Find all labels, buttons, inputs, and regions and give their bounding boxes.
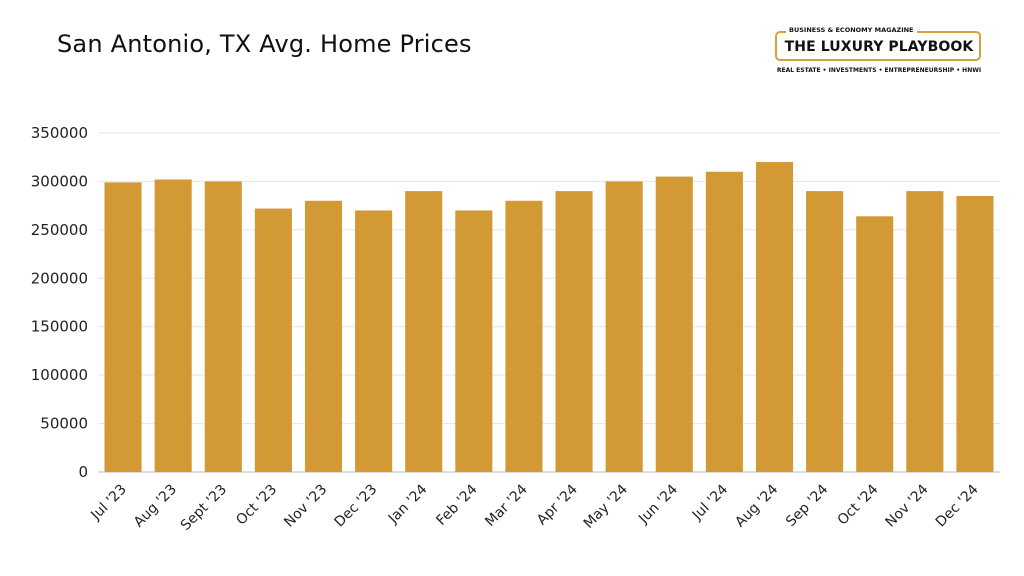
bar: [204, 181, 242, 472]
x-tick-label: Aug '23: [131, 482, 180, 531]
x-tick-label: Feb '24: [433, 481, 480, 528]
x-tick-label: Dec '23: [331, 482, 380, 531]
x-tick-label: Apr '24: [534, 481, 581, 528]
x-tick-label: Oct '23: [233, 482, 280, 529]
x-tick-label: Mar '24: [482, 481, 531, 530]
x-tick-label: Jan '24: [385, 481, 431, 527]
x-tick-label: Jun '24: [635, 481, 681, 527]
y-tick-label: 250000: [31, 221, 88, 239]
y-tick-label: 350000: [31, 124, 88, 142]
x-tick-label: Nov '23: [281, 482, 330, 531]
bar: [154, 179, 192, 472]
y-tick-label: 150000: [31, 318, 88, 336]
y-tick-label: 0: [78, 463, 88, 481]
x-tick-label: Nov '24: [883, 481, 932, 530]
bar: [705, 171, 743, 472]
bar: [405, 191, 443, 472]
brand-logo: BUSINESS & ECONOMY MAGAZINE THE LUXURY P…: [774, 22, 986, 80]
bar: [755, 162, 794, 473]
logo-kicker: BUSINESS & ECONOMY MAGAZINE: [786, 26, 917, 34]
bar: [104, 182, 142, 472]
x-tick-label: Jul '23: [87, 482, 129, 524]
x-tick-label: Aug '24: [732, 481, 781, 530]
bar: [254, 208, 292, 472]
chart-title: San Antonio, TX Avg. Home Prices: [57, 30, 472, 58]
logo-name: THE LUXURY PLAYBOOK: [784, 39, 974, 55]
bar: [455, 210, 493, 472]
bar: [555, 191, 593, 472]
x-tick-label: Sep '24: [783, 481, 832, 530]
bar: [655, 176, 693, 473]
bar: [806, 191, 844, 472]
y-tick-label: 300000: [31, 172, 88, 190]
x-tick-label: May '24: [581, 481, 631, 531]
x-tick-label: Dec '24: [933, 481, 982, 530]
y-tick-label: 200000: [31, 269, 88, 287]
bar: [355, 210, 393, 472]
y-tick-label: 50000: [40, 415, 88, 433]
x-tick-label: Sept '23: [178, 482, 230, 534]
bar: [605, 181, 643, 472]
bar: [856, 216, 894, 472]
bar: [304, 200, 343, 473]
bar: [956, 195, 994, 472]
logo-tagline: REAL ESTATE • INVESTMENTS • ENTREPRENEUR…: [776, 67, 982, 74]
bar: [505, 200, 543, 473]
bar: [906, 191, 944, 472]
y-tick-label: 100000: [31, 366, 88, 384]
x-tick-label: Jul '24: [689, 481, 731, 523]
x-tick-label: Oct '24: [835, 481, 882, 528]
